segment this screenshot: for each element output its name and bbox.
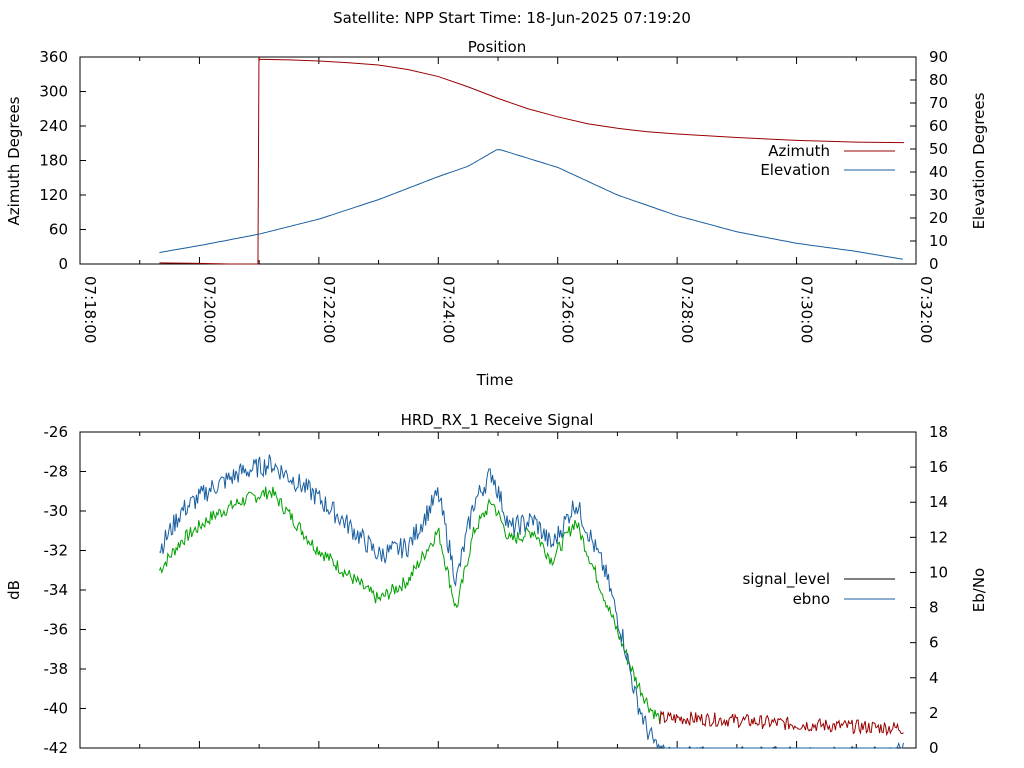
y-tick-label: -42: [44, 739, 69, 757]
y2-tick-label: 6: [929, 634, 939, 652]
y2-tick-label: 18: [929, 423, 948, 441]
y2-tick-label: 0: [929, 255, 939, 273]
position-title: Position: [468, 38, 526, 56]
y2-tick-label: 12: [929, 528, 948, 546]
legend-ebno-label: ebno: [793, 590, 830, 608]
y-tick-label: -26: [44, 423, 69, 441]
suptitle: Satellite: NPP Start Time: 18-Jun-2025 0…: [333, 9, 691, 27]
y-tick-label: 120: [39, 186, 68, 204]
y-tick-label: 300: [39, 83, 68, 101]
x-tick-label: 07:22:00: [320, 276, 338, 343]
position-panel: Position 0 60 120 180 240 300 360 0 10 20 30 40 50 60…: [5, 38, 988, 389]
position-legend: Azimuth Elevation: [760, 142, 895, 179]
y2-tick-label: 20: [929, 209, 948, 227]
legend-signal-level-label: signal_level: [742, 570, 830, 589]
position-ticks: 0 60 120 180 240 300 360 0 10 20 30 40 50 60 70 80 90 07:…: [39, 48, 948, 343]
y-tick-label: 240: [39, 117, 68, 135]
y-tick-label: -40: [44, 700, 69, 718]
signal-panel: HRD_RX_1 Receive Signal -42-40-38-36-34-…: [5, 411, 988, 757]
ebno-line: [159, 454, 904, 750]
y2-tick-label: 60: [929, 117, 948, 135]
y2-tick-label: 16: [929, 458, 948, 476]
x-tick-label: 07:30:00: [798, 276, 816, 343]
y-tick-label: -28: [44, 463, 69, 481]
position-series: [159, 56, 905, 265]
signal-series: [158, 454, 904, 750]
y-tick-label: -30: [44, 502, 69, 520]
x-tick-label: 07:32:00: [917, 276, 935, 343]
y2-tick-label: 80: [929, 71, 948, 89]
y-tick-label: 60: [49, 221, 68, 239]
signal-plot-frame: [79, 431, 917, 749]
y2-tick-label: 50: [929, 140, 948, 158]
y2-tick-label: 8: [929, 599, 939, 617]
azimuth-line: [159, 56, 905, 265]
x-tick-label: 07:24:00: [439, 276, 457, 343]
x-tick-label: 07:18:00: [81, 276, 99, 343]
x-tick-label: 07:26:00: [559, 276, 577, 343]
signal-ticks: -42 -40 -38 -36 -34 -32 -30 -28 -26 0 2 4 6 8 10 12 14 16…: [44, 423, 949, 757]
signal-ylabel: dB: [5, 580, 23, 600]
x-tick-label: 07:20:00: [200, 276, 218, 343]
y2-tick-label: 40: [929, 163, 948, 181]
position-y2label: Elevation Degrees: [970, 92, 988, 229]
y2-tick-label: 0: [929, 739, 939, 757]
y-tick-label: -32: [44, 542, 69, 560]
signal-title: HRD_RX_1 Receive Signal: [401, 411, 594, 430]
y2-tick-label: 10: [929, 563, 948, 581]
y2-tick-label: 14: [929, 493, 948, 511]
signal-level-floor-line: [659, 710, 904, 737]
signal-legend: signal_level ebno: [742, 570, 895, 608]
y2-tick-label: 90: [929, 48, 948, 66]
y-tick-label: -38: [44, 660, 69, 678]
y2-tick-label: 30: [929, 186, 948, 204]
legend-elevation-label: Elevation: [760, 161, 830, 179]
signal-level-line: [158, 486, 663, 725]
y-tick-label: 360: [39, 48, 68, 66]
x-tick-label: 07:28:00: [678, 276, 696, 343]
y-tick-label: -36: [44, 621, 69, 639]
y-tick-label: 0: [58, 255, 68, 273]
y2-tick-label: 2: [929, 704, 939, 722]
position-xlabel: Time: [476, 371, 514, 389]
position-ylabel: Azimuth Degrees: [5, 96, 23, 225]
y2-tick-label: 70: [929, 94, 948, 112]
y2-tick-label: 10: [929, 232, 948, 250]
elevation-line: [159, 149, 903, 260]
y-tick-label: 180: [39, 152, 68, 170]
legend-azimuth-label: Azimuth: [768, 142, 830, 160]
y-tick-label: -34: [44, 581, 69, 599]
y2-tick-label: 4: [929, 669, 939, 687]
signal-y2label: Eb/No: [970, 568, 988, 612]
